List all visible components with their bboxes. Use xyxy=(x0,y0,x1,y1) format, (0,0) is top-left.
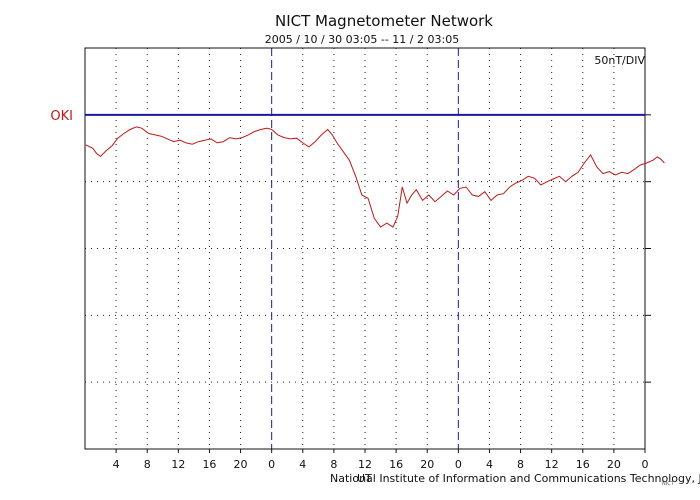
chart-subtitle: 2005 / 10 / 30 03:05 -- 11 / 2 03:05 xyxy=(265,33,459,46)
credit-overlap-text: UT xyxy=(357,472,372,485)
x-tick-label: 4 xyxy=(113,458,120,471)
grid-layer xyxy=(85,48,645,449)
x-tick-label: 8 xyxy=(330,458,337,471)
x-tick-label: 12 xyxy=(171,458,185,471)
credit-text: National Institute of Information and Co… xyxy=(330,472,700,485)
x-tick-label: 8 xyxy=(517,458,524,471)
x-tick-label: 4 xyxy=(299,458,306,471)
x-tick-label: 20 xyxy=(234,458,248,471)
magnetometer-trace xyxy=(85,126,665,228)
tiny-mark: NICT xyxy=(662,481,675,487)
x-tick-label: 0 xyxy=(642,458,649,471)
x-tick-label: 12 xyxy=(545,458,559,471)
x-tick-label: 4 xyxy=(486,458,493,471)
x-tick-label: 16 xyxy=(202,458,216,471)
chart-title: NICT Magnetometer Network xyxy=(275,12,493,30)
x-tick-label: 8 xyxy=(144,458,151,471)
x-tick-label: 16 xyxy=(576,458,590,471)
station-label: OKI xyxy=(50,109,73,124)
x-tick-label: 12 xyxy=(358,458,372,471)
x-tick-label: 20 xyxy=(420,458,434,471)
x-tick-label: 20 xyxy=(607,458,621,471)
x-tick-layer: 4 8 12 16 20 0 4 8 12 16 20 0 4 8 12 16 20 0 xyxy=(113,114,651,471)
x-tick-label: 0 xyxy=(268,458,275,471)
scale-label: 50nT/DIV xyxy=(594,54,645,67)
x-tick-label: 16 xyxy=(389,458,403,471)
x-tick-label: 0 xyxy=(455,458,462,471)
